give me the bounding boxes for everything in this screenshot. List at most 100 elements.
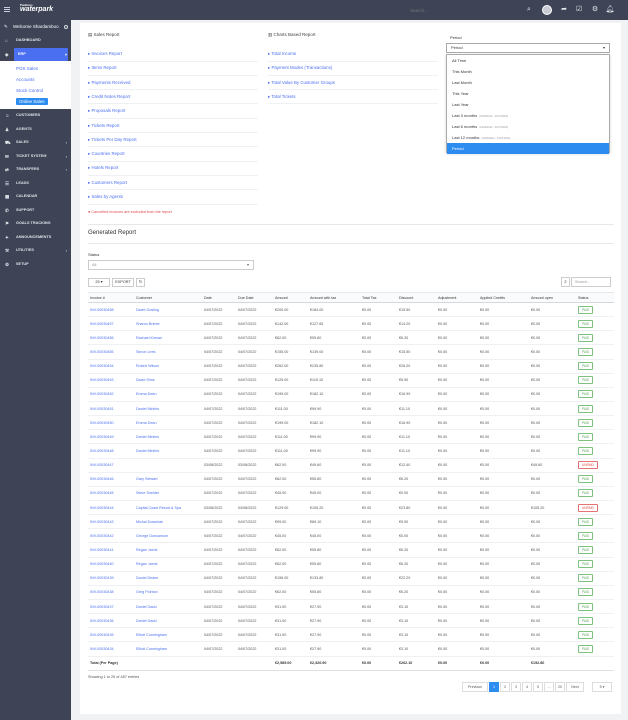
report-link-hotels-report[interactable]: ▸ Hotels Report	[88, 162, 258, 176]
page-previous[interactable]: Previous	[462, 682, 488, 692]
invoice-link[interactable]: INV-00030453	[88, 373, 134, 388]
sidebar-item-agents[interactable]: ♟ Agents	[0, 123, 71, 137]
invoice-link[interactable]: INV-00030456	[88, 330, 134, 346]
sidebar-item-setup[interactable]: ⚙ Setup	[0, 258, 71, 272]
table-search-input[interactable]: Search...	[571, 277, 611, 287]
refresh-icon[interactable]: ↻	[136, 278, 145, 287]
period-option-last-year[interactable]: Last Year	[447, 99, 609, 110]
sidebar-item-customers[interactable]: ☺ Customers	[0, 109, 71, 123]
page-size-select[interactable]: 25 ▾	[88, 278, 110, 287]
customer-link[interactable]: David Sims	[134, 373, 202, 388]
sidebar-item-transfers[interactable]: ⇄ Transfers ‹	[0, 163, 71, 177]
invoice-link[interactable]: INV-00030449	[88, 429, 134, 445]
invoice-link[interactable]: INV-00030440	[88, 557, 134, 572]
customer-link[interactable]: Robert Wilson	[134, 359, 202, 374]
chart-link-total-income[interactable]: ▸ Total Income	[268, 48, 438, 62]
status-indicator-icon[interactable]	[64, 25, 68, 29]
export-button[interactable]: EXPORT	[112, 278, 134, 287]
column-header-total-tax[interactable]: Total Tax	[360, 292, 397, 303]
column-header-status[interactable]: Status	[576, 292, 614, 303]
report-link-invoices-report[interactable]: ▸ Invoices Report	[88, 48, 258, 62]
report-link-countries-report[interactable]: ▸ Countries Report	[88, 148, 258, 162]
page-next[interactable]: Next	[566, 682, 584, 692]
invoice-link[interactable]: INV-00030452	[88, 387, 134, 402]
sidebar-item-support[interactable]: ✆ Support	[0, 204, 71, 218]
column-header-customer[interactable]: Customer	[134, 292, 202, 303]
status-select[interactable]: All ▾	[88, 260, 254, 270]
customer-link[interactable]	[134, 458, 202, 473]
invoice-link[interactable]: INV-00030436	[88, 613, 134, 629]
period-option-last-6-months[interactable]: Last 6 months (01/02/2022 - 31/07/2022)	[447, 121, 609, 132]
customer-link[interactable]: Daniel Gadd	[134, 613, 202, 629]
sidebar-item-goals-tracking[interactable]: ⚑ Goals Tracking	[0, 217, 71, 231]
report-link-payments-received[interactable]: ▸ Payments Received	[88, 77, 258, 91]
sidebar-sub-accounts[interactable]: Accounts	[16, 77, 35, 82]
avatar[interactable]	[542, 5, 552, 15]
customer-link[interactable]: Regan Jarvis	[134, 557, 202, 572]
period-option-period[interactable]: Period	[447, 143, 609, 154]
invoice-link[interactable]: INV-00030442	[88, 528, 134, 544]
customer-link[interactable]: Daniel Minitris	[134, 443, 202, 459]
invoice-link[interactable]: INV-00030451	[88, 401, 134, 417]
invoice-link[interactable]: INV-00030458	[88, 302, 134, 318]
customer-link[interactable]: Gary Stewart	[134, 472, 202, 487]
invoice-link[interactable]: INV-00030439	[88, 571, 134, 586]
column-header-invoice[interactable]: Invoice #	[88, 292, 134, 303]
checklist-icon[interactable]: ☑	[575, 6, 583, 13]
customer-link[interactable]: Daniel Minitris	[134, 429, 202, 445]
column-header-amount-open[interactable]: Amount open	[529, 292, 576, 303]
column-header-date[interactable]: Date	[202, 292, 236, 303]
page-2[interactable]: 2	[500, 682, 510, 692]
report-link-tickets-per-day-report[interactable]: ▸ Tickets Per Day Report	[88, 134, 258, 148]
invoice-link[interactable]: INV-00030437	[88, 599, 134, 615]
customer-link[interactable]: Elliott Cunningham	[134, 627, 202, 643]
period-option-last-month[interactable]: Last Month	[447, 77, 609, 88]
period-option-last-3-months[interactable]: Last 3 months (01/05/2022 - 31/07/2022)	[447, 110, 609, 121]
period-option-last-12-months[interactable]: Last 12 months (01/08/2021 - 31/07/2022)	[447, 132, 609, 143]
page-20[interactable]: 20	[555, 682, 565, 692]
column-header-amount-with-tax[interactable]: Amount with tax	[308, 292, 360, 303]
customer-link[interactable]: Regan Jarvis	[134, 542, 202, 558]
menu-toggle-icon[interactable]	[4, 7, 10, 12]
invoice-link[interactable]: INV-00030447	[88, 458, 134, 473]
sidebar-sub-pos-sales[interactable]: POS Sales	[16, 66, 39, 71]
sidebar-item-ticket-system[interactable]: ✉ Ticket System ‹	[0, 150, 71, 164]
sidebar-item-announcements[interactable]: ✦ Announcements	[0, 231, 71, 245]
column-header-discount[interactable]: Discount	[397, 292, 436, 303]
gear-icon[interactable]: ⚙	[591, 6, 599, 13]
sidebar-item-utilities[interactable]: ⚒ Utilities ‹	[0, 244, 71, 258]
report-link-proposals-report[interactable]: ▸ Proposals Report	[88, 105, 258, 119]
sidebar-item-dashboard[interactable]: ⌂ Dashboard	[0, 34, 71, 48]
report-link-credit-notes-report[interactable]: ▸ Credit Notes Report	[88, 91, 258, 105]
period-option-this-year[interactable]: This Year	[447, 88, 609, 99]
period-option-this-month[interactable]: This Month	[447, 66, 609, 77]
search-icon[interactable]: ⌕	[561, 277, 570, 287]
customer-link[interactable]: Elliott Cunningham	[134, 641, 202, 657]
customer-link[interactable]: Daniel Minitris	[134, 401, 202, 417]
page-jump-select[interactable]: 5 ▾	[592, 682, 612, 692]
invoice-link[interactable]: INV-00030450	[88, 415, 134, 431]
customer-link[interactable]: Steve Snelder	[134, 486, 202, 501]
sidebar-item-leads[interactable]: ☰ Leads	[0, 177, 71, 191]
invoice-link[interactable]: INV-00030446	[88, 472, 134, 487]
sidebar-item-sales[interactable]: ⛟ Sales ‹	[0, 136, 71, 150]
customer-link[interactable]: Emma Dean	[134, 415, 202, 431]
invoice-link[interactable]: INV-00030444	[88, 500, 134, 516]
invoice-link[interactable]: INV-00030454	[88, 359, 134, 374]
customer-link[interactable]: David Gosling	[134, 302, 202, 318]
share-icon[interactable]: ➦	[561, 6, 567, 13]
period-select[interactable]: Period ▾	[446, 43, 610, 53]
report-link-sales-by-agents[interactable]: ▸ Sales by Agents	[88, 191, 258, 205]
customer-link[interactable]: Emma Dean	[134, 387, 202, 402]
invoice-link[interactable]: INV-00030448	[88, 443, 134, 459]
column-header-amount[interactable]: Amount	[273, 292, 308, 303]
report-link-tickets-report[interactable]: ▸ Tickets Report	[88, 120, 258, 133]
global-search-input[interactable]	[410, 6, 520, 15]
invoice-link[interactable]: INV-00030455	[88, 344, 134, 360]
invoice-link[interactable]: INV-00030435	[88, 627, 134, 643]
page-4[interactable]: 4	[522, 682, 532, 692]
customer-link[interactable]: Daniel Gadd	[134, 599, 202, 615]
sidebar-sub-online-sales[interactable]: Online Sales	[0, 96, 71, 107]
customer-link[interactable]: Simon Lees	[134, 344, 202, 360]
customer-link[interactable]: Sharon Brimer	[134, 316, 202, 332]
